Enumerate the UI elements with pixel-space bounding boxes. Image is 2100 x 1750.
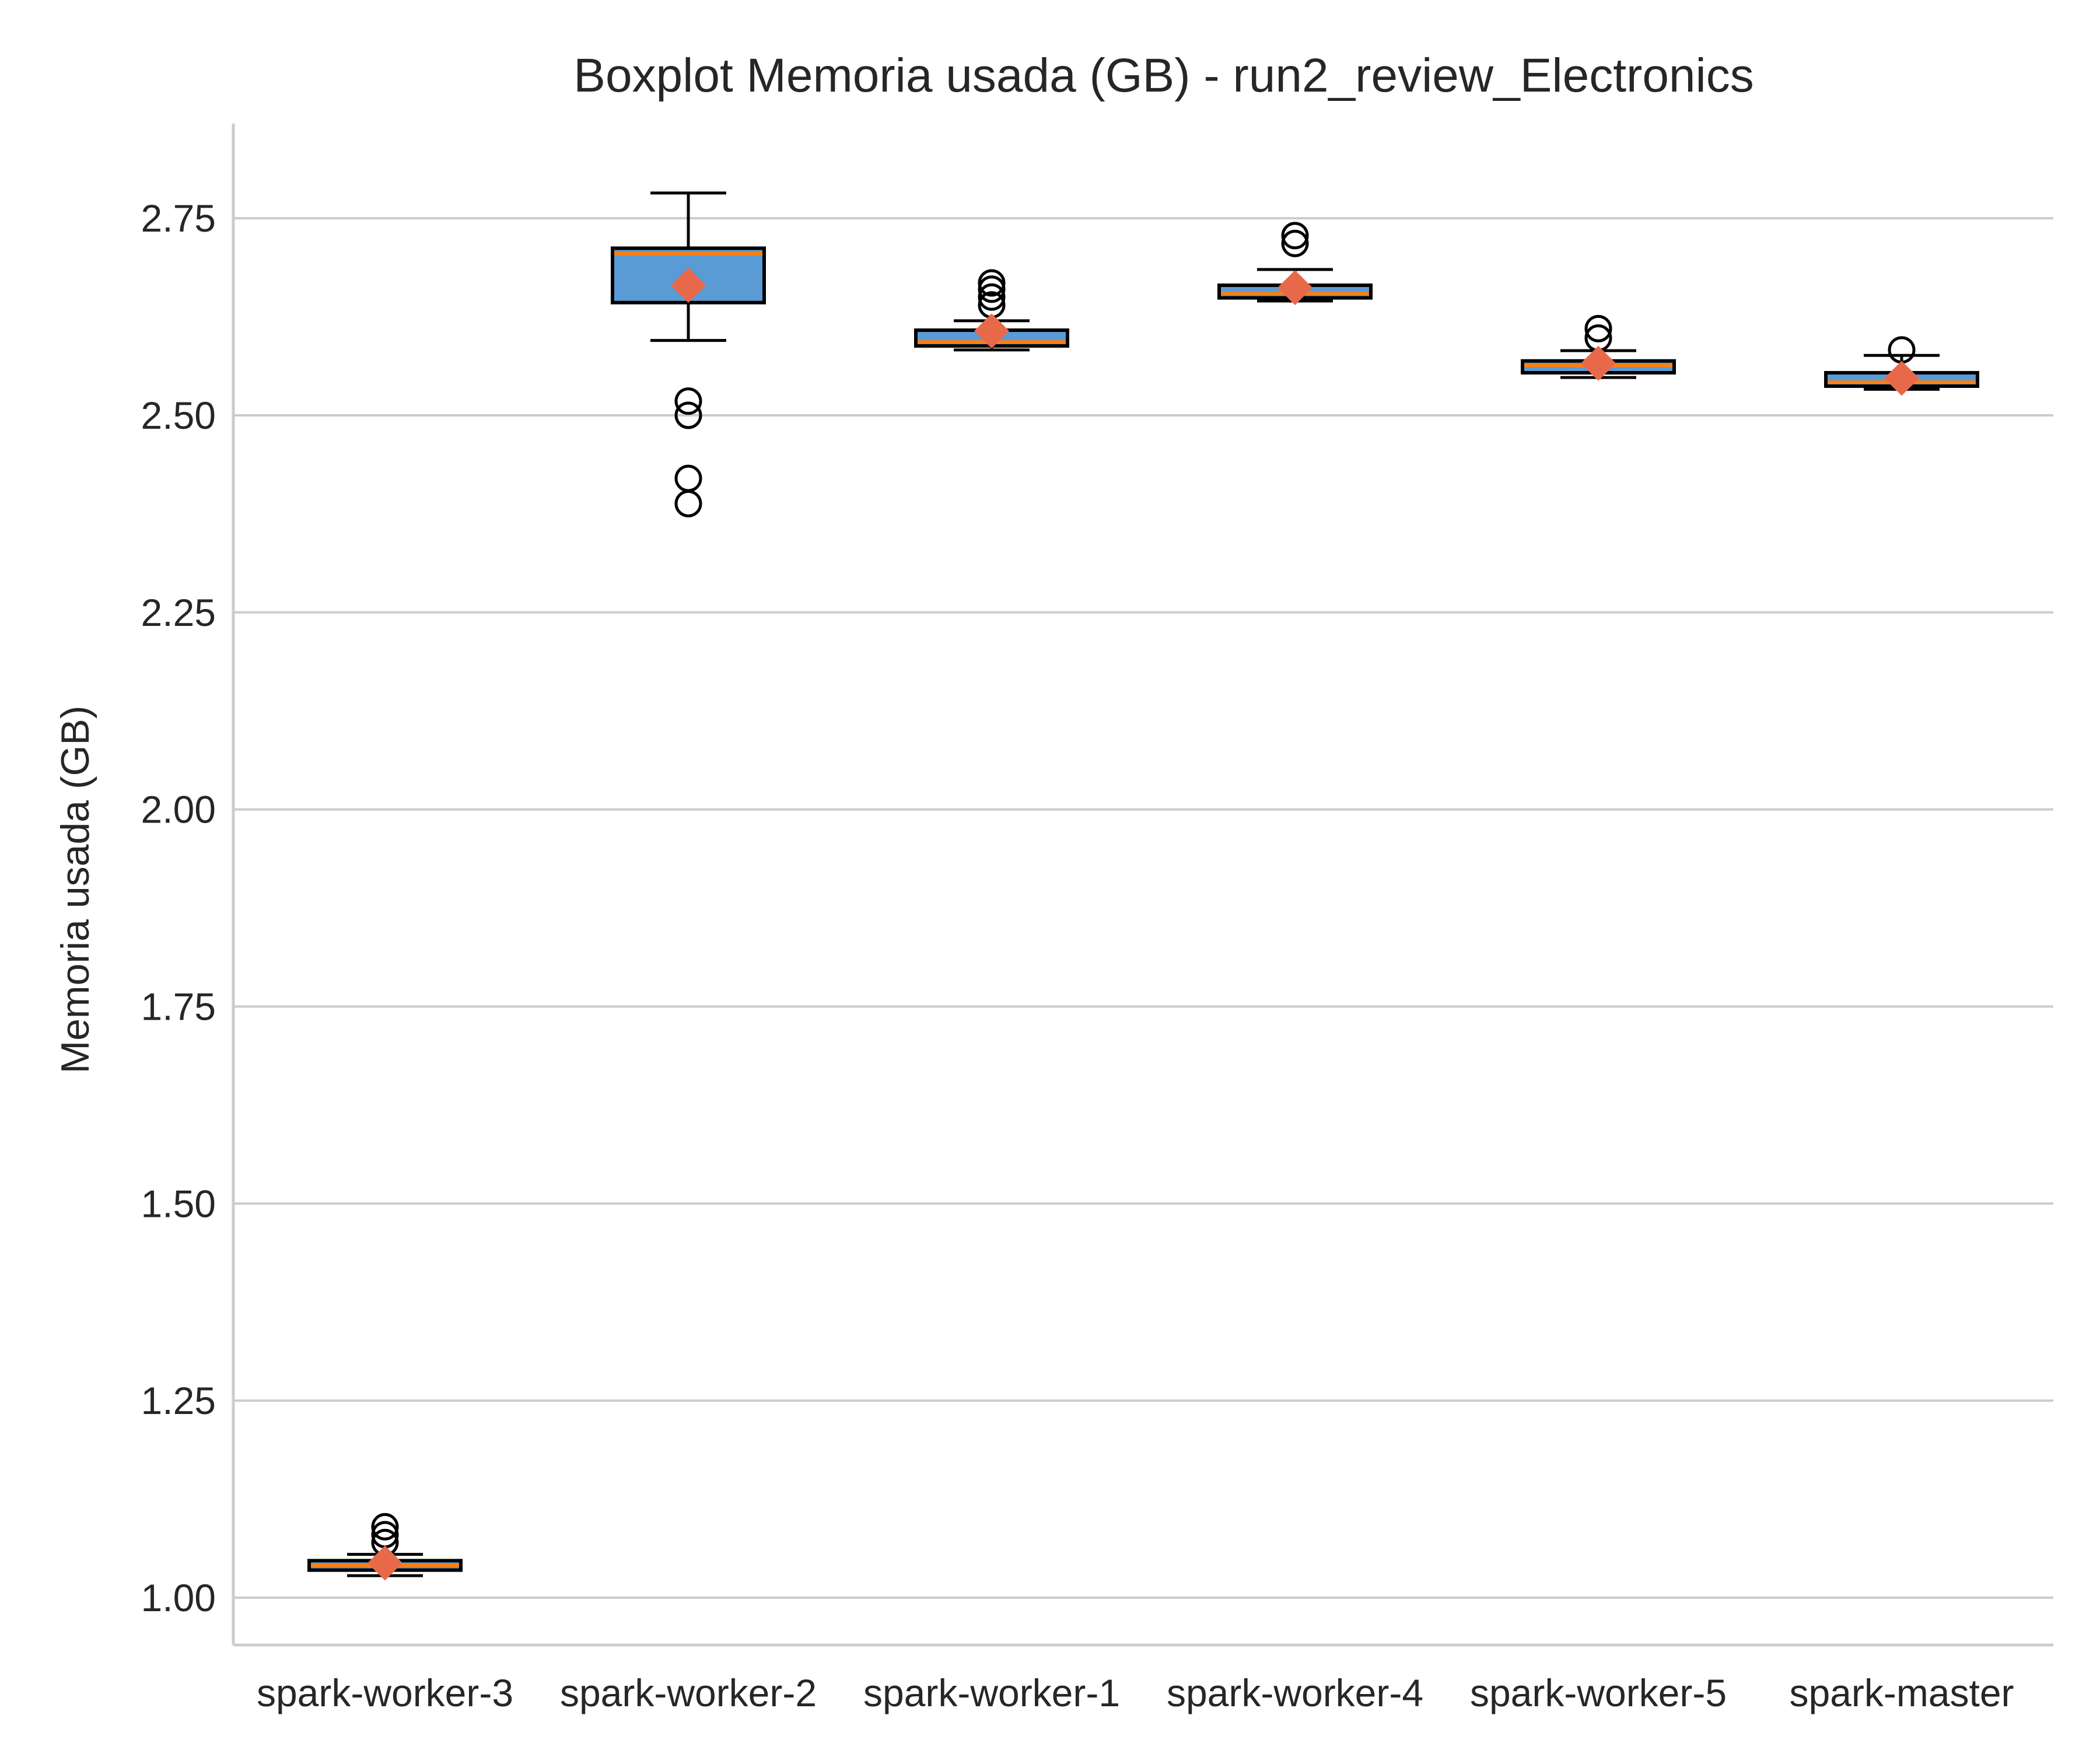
mean-marker bbox=[1278, 270, 1312, 306]
grid-lines bbox=[233, 217, 2053, 1599]
box-spark-worker-3 bbox=[307, 1513, 463, 1581]
axes bbox=[232, 124, 2053, 1647]
mean-marker bbox=[671, 268, 706, 303]
y-tick-label: 1.75 bbox=[141, 985, 216, 1028]
chart-title: Boxplot Memoria usada (GB) - run2_review… bbox=[573, 49, 1754, 102]
mean-marker bbox=[1581, 345, 1616, 381]
box-spark-master bbox=[1824, 336, 1979, 396]
x-tick-label: spark-worker-5 bbox=[1470, 1671, 1727, 1714]
box-spark-worker-4 bbox=[1217, 222, 1373, 306]
x-tick-label: spark-worker-1 bbox=[863, 1671, 1120, 1714]
outlier-point bbox=[371, 1513, 399, 1541]
outlier-point bbox=[1584, 314, 1612, 342]
boxes bbox=[307, 191, 1979, 1581]
outlier-point bbox=[1281, 222, 1309, 250]
x-tick-label: spark-worker-2 bbox=[560, 1671, 817, 1714]
outlier-point bbox=[978, 275, 1006, 303]
y-tick-label: 2.25 bbox=[141, 591, 216, 634]
box-spark-worker-5 bbox=[1521, 314, 1676, 381]
box-spark-worker-2 bbox=[611, 191, 766, 517]
y-axis-label: Memoria usada (GB) bbox=[53, 705, 97, 1073]
mean-marker bbox=[368, 1545, 402, 1581]
outlier-point bbox=[978, 269, 1006, 297]
y-tick-label: 2.75 bbox=[141, 197, 216, 240]
x-tick-labels: spark-worker-3 spark-worker-2 spark-worker… bbox=[257, 1671, 2014, 1714]
x-tick-label: spark-worker-3 bbox=[257, 1671, 513, 1714]
y-tick-label: 1.00 bbox=[141, 1576, 216, 1619]
box-spark-worker-1 bbox=[914, 269, 1069, 352]
mean-marker bbox=[974, 313, 1009, 349]
y-tick-label: 1.25 bbox=[141, 1379, 216, 1422]
outlier-point bbox=[674, 464, 702, 492]
outlier-point bbox=[674, 387, 702, 415]
x-tick-label: spark-worker-4 bbox=[1167, 1671, 1423, 1714]
x-tick-label: spark-master bbox=[1789, 1671, 2014, 1714]
outlier-point bbox=[1281, 229, 1309, 257]
y-tick-label: 2.50 bbox=[141, 394, 216, 437]
y-tick-labels: 1.00 1.25 1.50 1.75 2.00 2.25 2.50 2.75 bbox=[141, 197, 216, 1619]
outlier-point bbox=[978, 283, 1006, 311]
y-tick-label: 2.00 bbox=[141, 788, 216, 831]
outlier-point bbox=[674, 401, 702, 429]
y-tick-label: 1.50 bbox=[141, 1182, 216, 1225]
mean-marker bbox=[1884, 360, 1919, 396]
